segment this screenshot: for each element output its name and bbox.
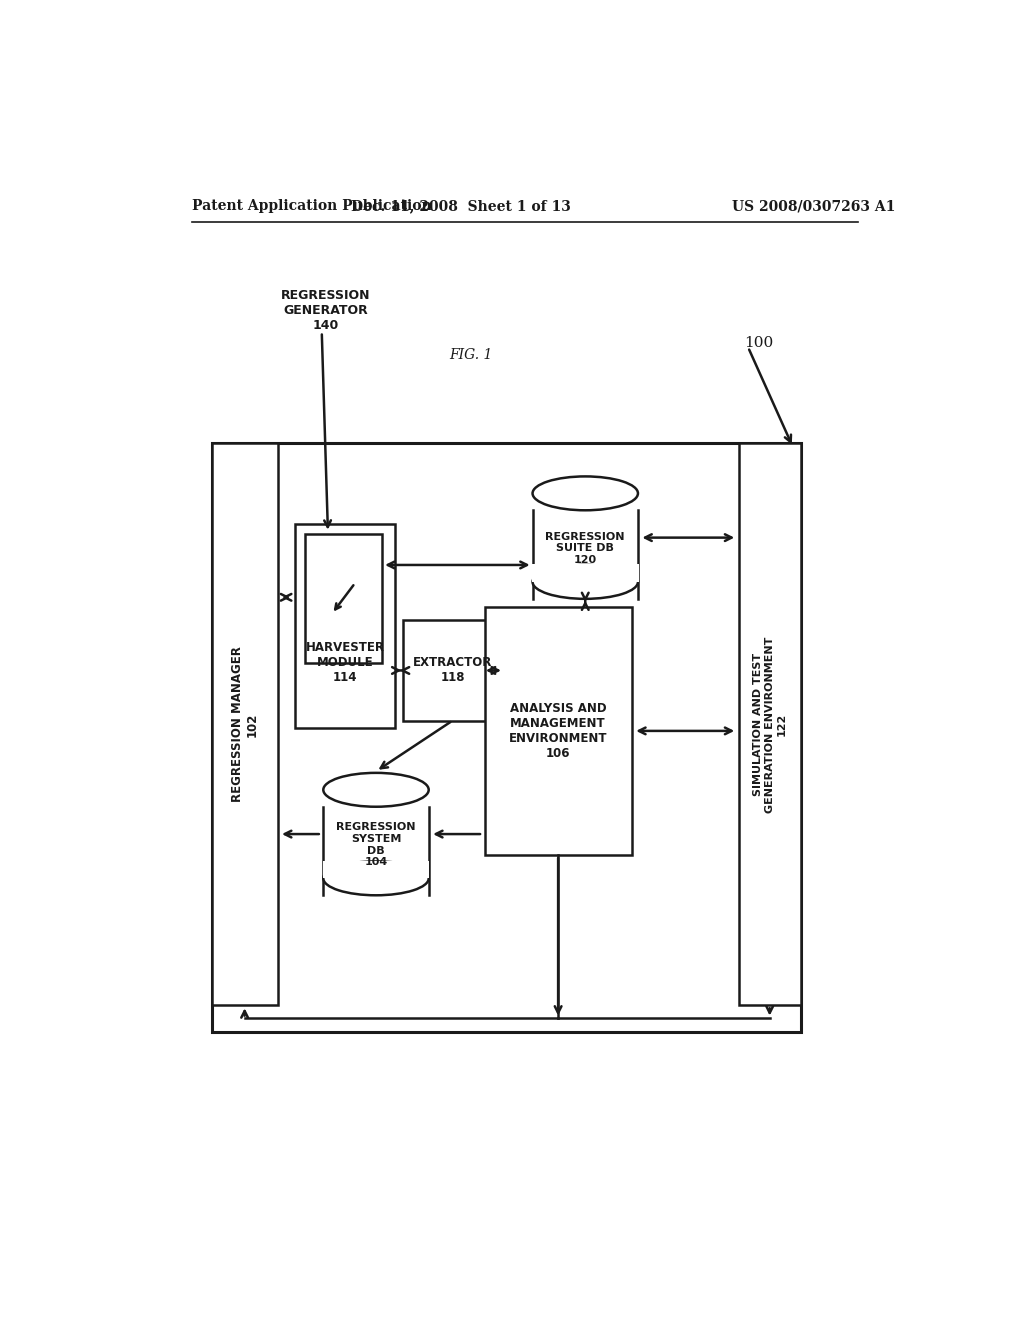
Text: HARVESTER
MODULE
114: HARVESTER MODULE 114 <box>305 642 384 684</box>
Text: FIG. 1: FIG. 1 <box>450 347 493 362</box>
Text: Dec. 11, 2008  Sheet 1 of 13: Dec. 11, 2008 Sheet 1 of 13 <box>351 199 571 213</box>
Bar <box>738 444 801 1006</box>
Text: SIMULATION AND TEST
GENERATION ENVIRONMENT
122: SIMULATION AND TEST GENERATION ENVIRONME… <box>753 636 786 813</box>
Text: 100: 100 <box>744 337 773 350</box>
Bar <box>403 620 503 721</box>
Ellipse shape <box>532 565 638 599</box>
Bar <box>323 861 429 878</box>
Bar <box>531 564 639 582</box>
Ellipse shape <box>324 774 429 807</box>
Bar <box>532 511 638 599</box>
Bar <box>324 807 429 895</box>
Text: REGRESSION
SUITE DB
120: REGRESSION SUITE DB 120 <box>546 532 625 565</box>
Text: REGRESSION
SYSTEM
DB
104: REGRESSION SYSTEM DB 104 <box>336 822 416 867</box>
Bar <box>305 535 382 663</box>
Ellipse shape <box>532 477 638 511</box>
Text: EXTRACTOR
118: EXTRACTOR 118 <box>413 656 493 685</box>
Bar <box>295 524 395 729</box>
Bar <box>484 607 632 855</box>
Text: ANALYSIS AND
MANAGEMENT
ENVIRONMENT
106: ANALYSIS AND MANAGEMENT ENVIRONMENT 106 <box>509 702 607 760</box>
Text: US 2008/0307263 A1: US 2008/0307263 A1 <box>732 199 896 213</box>
Text: REGRESSION MANAGER
102: REGRESSION MANAGER 102 <box>230 647 259 803</box>
Text: Patent Application Publication: Patent Application Publication <box>191 199 431 213</box>
Bar <box>212 444 801 1032</box>
Ellipse shape <box>324 862 429 895</box>
Text: REGRESSION
GENERATOR
140: REGRESSION GENERATOR 140 <box>281 289 371 331</box>
Bar <box>212 444 278 1006</box>
